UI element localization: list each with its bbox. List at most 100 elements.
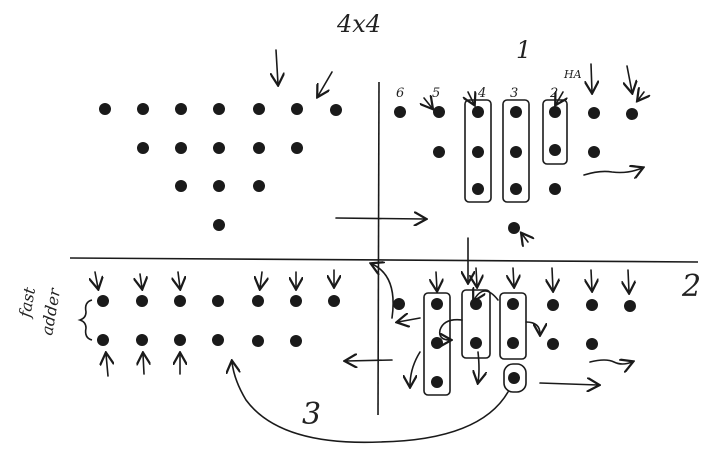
- dot: [472, 183, 484, 195]
- dot: [175, 180, 187, 192]
- dot: [431, 376, 443, 388]
- dot: [175, 103, 187, 115]
- dot: [253, 180, 265, 192]
- dot: [97, 334, 109, 346]
- divider-lines: [69, 81, 699, 416]
- arrow-right: [539, 383, 598, 385]
- dot: [290, 295, 302, 307]
- horizontal-divider: [69, 257, 699, 263]
- arrow-down-small: [513, 267, 514, 286]
- dot: [136, 334, 148, 346]
- column-number-5: 5: [432, 86, 440, 101]
- dot: [588, 146, 600, 158]
- dot: [549, 183, 561, 195]
- dot: [431, 337, 443, 349]
- arrow-up-small: [106, 354, 108, 377]
- full-adder-oval: [502, 99, 530, 203]
- arrow-down: [276, 49, 278, 84]
- arrow-up-small: [143, 354, 144, 375]
- dot: [433, 146, 445, 158]
- dot: [212, 295, 224, 307]
- arrow-down-small: [178, 271, 180, 288]
- arrow-small: [468, 92, 474, 104]
- dot: [174, 295, 186, 307]
- arrow-down-curve: [410, 351, 421, 386]
- arrow-curved-back: [372, 264, 394, 319]
- dot: [175, 142, 187, 154]
- arrow-down-small: [95, 271, 98, 288]
- dot: [626, 108, 638, 120]
- full-adder-oval: [464, 99, 492, 203]
- dot: [549, 144, 561, 156]
- arrow-carry-loop: [474, 291, 499, 300]
- arrow-small: [424, 98, 432, 108]
- half-adder-oval: [503, 363, 527, 393]
- arrow-down-curve: [478, 351, 479, 382]
- dot: [510, 183, 522, 195]
- dot: [472, 146, 484, 158]
- side-label-adder: adder: [37, 286, 64, 337]
- dot: [252, 335, 264, 347]
- arrow-diagonal: [318, 71, 333, 96]
- arrow-small: [556, 92, 563, 104]
- dot: [624, 300, 636, 312]
- arrow-small: [638, 92, 644, 100]
- adder-ovals: [423, 99, 568, 396]
- diagram-title: 4x4: [336, 10, 381, 38]
- dot: [586, 338, 598, 350]
- dot: [213, 103, 225, 115]
- step-label-2: 2: [681, 269, 701, 304]
- arrow-left: [346, 360, 393, 361]
- dot: [549, 106, 561, 118]
- column-number-6: 6: [396, 86, 404, 101]
- arrow-small: [522, 234, 528, 242]
- arrow-down-small: [628, 269, 629, 292]
- dot: [252, 295, 264, 307]
- step-label-3: 3: [302, 397, 321, 432]
- arrow-down: [591, 63, 592, 92]
- arrow-down-small: [436, 271, 437, 290]
- dot-matrix-stage-1: [394, 106, 638, 234]
- arrow-down-small: [260, 271, 262, 288]
- dot: [510, 146, 522, 158]
- arrow-down: [627, 65, 632, 92]
- arrow-down-small: [591, 269, 592, 290]
- arrow-right: [335, 218, 425, 219]
- dot: [213, 142, 225, 154]
- side-label-brace: [77, 299, 93, 341]
- dot: [97, 295, 109, 307]
- dot: [99, 103, 111, 115]
- dot: [588, 107, 600, 119]
- dot: [508, 222, 520, 234]
- dot: [137, 103, 149, 115]
- arrow-carry-loop: [525, 321, 540, 334]
- arrow-long-curve: [232, 362, 509, 444]
- column-number-3: 3: [510, 86, 518, 101]
- dot: [470, 337, 482, 349]
- dot: [291, 142, 303, 154]
- dot: [433, 106, 445, 118]
- dot-matrix-stage-3: [97, 295, 340, 347]
- full-adder-oval: [499, 292, 527, 360]
- dot: [510, 106, 522, 118]
- arrow-down-small: [552, 267, 553, 290]
- dot: [586, 299, 598, 311]
- arrow-down-small: [476, 267, 477, 286]
- column-number-2: 2: [549, 86, 558, 101]
- dot: [547, 338, 559, 350]
- dot: [508, 372, 520, 384]
- dot: [212, 334, 224, 346]
- dot: [213, 219, 225, 231]
- arrow-right-wavy: [589, 360, 632, 364]
- dot: [253, 103, 265, 115]
- dot-matrix-stage-2: [393, 298, 636, 388]
- dot: [431, 298, 443, 310]
- arrow-carry-loop: [440, 318, 463, 340]
- half-adder-label: HA: [563, 68, 582, 81]
- dot: [507, 337, 519, 349]
- dot: [547, 299, 559, 311]
- dot: [174, 334, 186, 346]
- dot: [507, 298, 519, 310]
- dot: [393, 298, 405, 310]
